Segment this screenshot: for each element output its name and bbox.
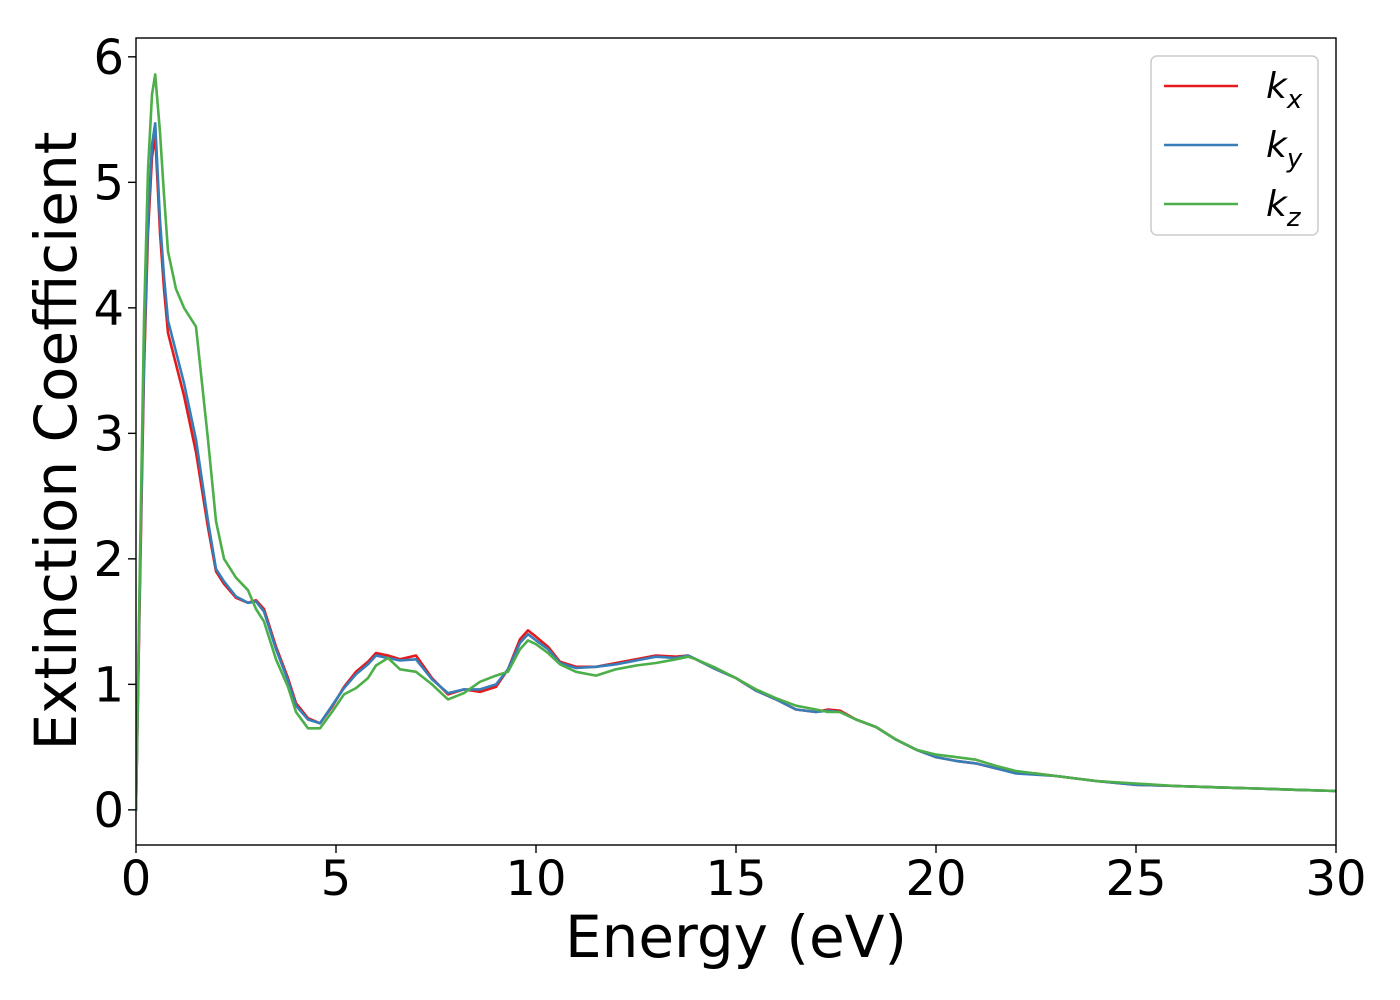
series-line-x [136,133,1336,812]
series-line-y [136,122,1336,812]
series-line-z [136,73,1336,812]
y-axis-label: Extinction Coefficient [22,132,90,751]
y-tick-label: 2 [93,532,124,588]
y-tick-label: 4 [93,281,124,337]
y-tick-label: 3 [93,406,124,462]
legend-label-x: kx [1266,66,1303,115]
series-layer [136,73,1336,812]
x-tick-label: 0 [121,851,152,907]
x-tick-label: 30 [1305,851,1366,907]
legend-label-z: kz [1266,184,1302,233]
y-axis: 0 1 2 3 4 5 6 [93,30,136,839]
x-axis-label: Energy (eV) [565,903,907,971]
legend-label-y: ky [1266,125,1303,174]
x-tick-label: 10 [505,851,566,907]
x-tick-label: 25 [1105,851,1166,907]
x-tick-label: 20 [905,851,966,907]
x-tick-label: 5 [321,851,352,907]
y-tick-label: 5 [93,155,124,211]
y-tick-label: 0 [93,783,124,839]
legend-items: kx ky kz [1164,66,1303,233]
x-tick-label: 15 [705,851,766,907]
x-axis: 0 5 10 15 20 25 30 [121,845,1367,907]
y-tick-label: 6 [93,30,124,86]
legend: kx ky kz [1150,55,1319,236]
y-tick-label: 1 [93,657,124,713]
